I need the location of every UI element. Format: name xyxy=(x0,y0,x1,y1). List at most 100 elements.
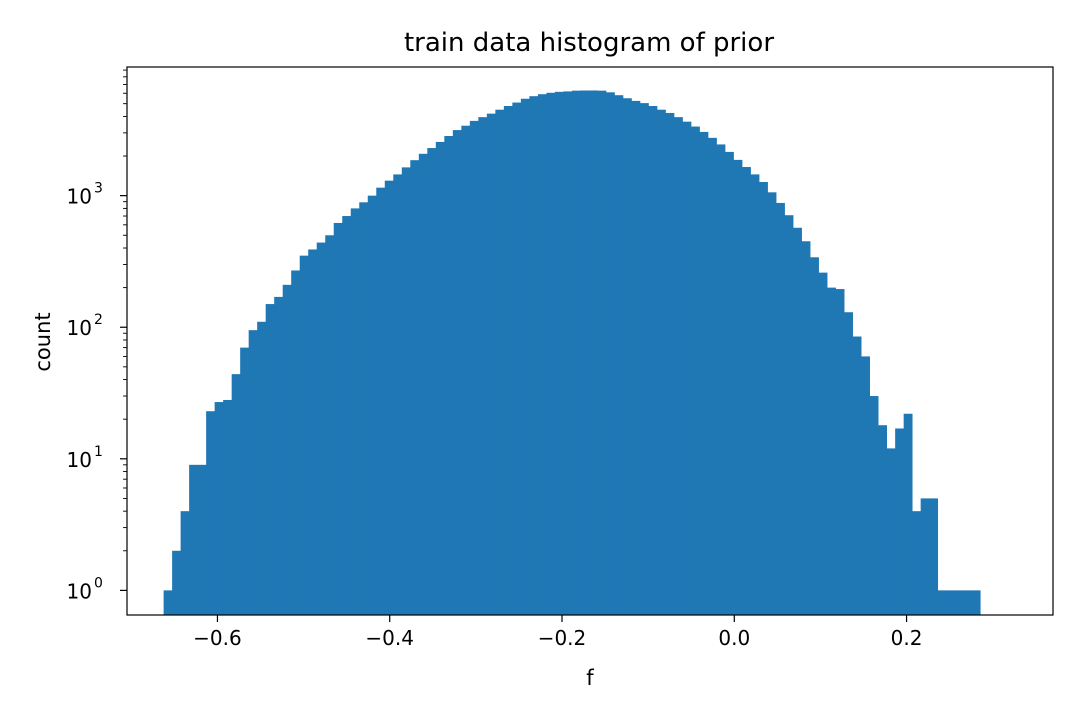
histogram-bar xyxy=(189,464,198,615)
histogram-bar xyxy=(861,356,870,615)
histogram-bar xyxy=(554,91,564,616)
histogram-bar xyxy=(971,590,981,615)
y-tick-label: 10 xyxy=(67,579,92,603)
y-tick-label: 10 xyxy=(67,316,92,340)
histogram-bar xyxy=(622,98,632,616)
histogram-bar xyxy=(282,284,292,615)
y-tick-base: 10 xyxy=(67,316,92,340)
histogram-bar xyxy=(733,159,743,615)
histogram-bar xyxy=(384,180,394,615)
histogram-bar xyxy=(656,109,666,615)
histogram-bar xyxy=(240,347,250,615)
histogram-bar xyxy=(214,402,224,615)
histogram-bar xyxy=(742,167,751,615)
histogram-bar xyxy=(342,216,352,615)
histogram-bar xyxy=(963,590,973,615)
histogram-bar xyxy=(478,117,488,616)
x-axis-label: f xyxy=(586,666,594,690)
histogram-bar xyxy=(299,255,309,615)
y-tick-label: 10 xyxy=(67,448,92,472)
y-tick-label: 10 xyxy=(67,185,92,209)
histogram-bar xyxy=(810,257,819,615)
histogram-bars xyxy=(163,90,981,616)
histogram-bar xyxy=(878,425,887,615)
histogram-bar xyxy=(937,590,947,615)
histogram-bar xyxy=(265,304,275,615)
histogram-bar xyxy=(172,550,181,615)
histogram-bar xyxy=(725,151,734,615)
histogram-bar xyxy=(903,413,913,615)
histogram-bar xyxy=(580,90,590,616)
histogram-bar xyxy=(614,95,624,615)
x-axis: −0.6 −0.4 −0.2 0.0 0.2 xyxy=(193,615,922,650)
histogram-bar xyxy=(784,215,794,615)
histogram-bar xyxy=(912,511,922,615)
histogram-bar xyxy=(486,113,496,615)
x-tick-label: 0.2 xyxy=(891,626,923,650)
histogram-bar xyxy=(231,374,241,615)
histogram-bar xyxy=(410,160,420,615)
histogram-bar xyxy=(316,242,326,615)
histogram-bar xyxy=(708,137,717,615)
histogram-bar xyxy=(776,202,785,615)
histogram-bar xyxy=(308,249,318,615)
histogram-bar xyxy=(793,227,802,615)
histogram-bar xyxy=(197,464,207,615)
histogram-bar xyxy=(350,208,360,615)
y-tick-exponent: 3 xyxy=(94,181,103,197)
histogram-bar xyxy=(359,202,369,615)
histogram-bar xyxy=(257,321,267,615)
histogram-bar xyxy=(946,590,956,615)
x-tick-label: −0.2 xyxy=(538,626,587,650)
y-tick-base: 10 xyxy=(67,448,92,472)
histogram-bar xyxy=(512,102,522,616)
histogram-bar xyxy=(223,399,233,615)
histogram-bar xyxy=(546,92,556,616)
histogram-bar xyxy=(376,187,386,615)
histogram-bar xyxy=(588,90,598,616)
histogram-bar xyxy=(469,120,479,615)
histogram-bar xyxy=(827,287,836,615)
histogram-bar xyxy=(673,117,683,616)
histogram-bar xyxy=(631,100,641,615)
histogram-bar xyxy=(852,336,862,615)
histogram-bar xyxy=(895,428,905,615)
histogram-bar xyxy=(648,106,658,615)
histogram-bar xyxy=(691,126,700,615)
histogram-bar xyxy=(571,90,581,615)
histogram-bar xyxy=(920,498,930,615)
histogram-bar xyxy=(529,96,539,615)
chart-title: train data histogram of prior xyxy=(404,28,774,58)
y-axis-label: count xyxy=(31,312,55,371)
histogram-bar xyxy=(333,222,343,615)
histogram-bar xyxy=(759,181,768,616)
histogram-bar xyxy=(495,109,505,615)
histogram-bar xyxy=(605,92,615,615)
histogram-bar xyxy=(206,411,215,615)
histogram-bar xyxy=(503,106,513,615)
histogram-bar xyxy=(665,112,675,616)
histogram-bar xyxy=(325,235,335,615)
histogram-bar xyxy=(291,270,301,615)
histogram-bar xyxy=(274,296,284,615)
y-tick-base: 10 xyxy=(67,185,92,209)
histogram-bar xyxy=(801,241,811,615)
histogram-bar xyxy=(767,192,777,615)
y-tick-exponent: 2 xyxy=(94,312,103,328)
histogram-bar xyxy=(180,511,190,615)
histogram-bar xyxy=(401,167,411,615)
histogram-bar xyxy=(537,94,547,616)
histogram-bar xyxy=(563,91,573,615)
histogram-bar xyxy=(682,121,692,615)
histogram-bar xyxy=(520,98,530,615)
y-tick-exponent: 0 xyxy=(94,575,103,591)
histogram-bar xyxy=(461,125,471,615)
histogram-bar xyxy=(452,130,462,615)
x-tick-label: −0.6 xyxy=(193,626,242,650)
histogram-bar xyxy=(248,330,258,615)
histogram-bar xyxy=(393,174,403,615)
histogram-bar xyxy=(427,148,437,616)
plot-frame xyxy=(126,66,1054,616)
